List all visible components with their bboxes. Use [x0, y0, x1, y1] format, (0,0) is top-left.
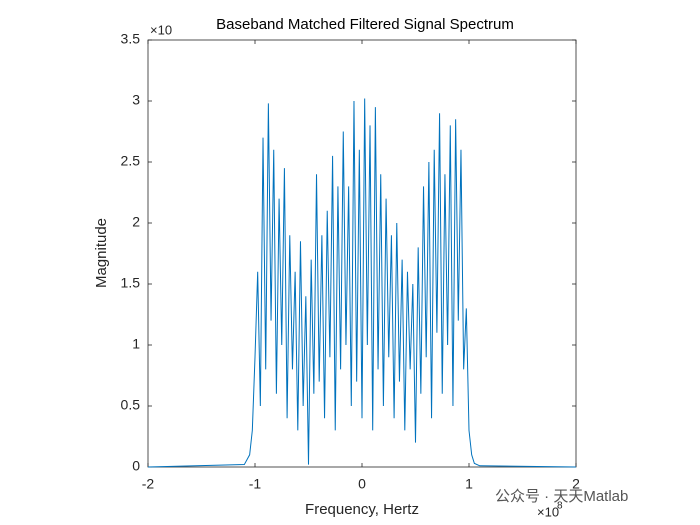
x-tick-label: 2	[572, 476, 580, 492]
y-tick-label: 2.5	[121, 153, 141, 169]
y-tick-label: 1	[132, 336, 140, 352]
x-multiplier: ×10	[537, 504, 559, 519]
x-exponent: 8	[557, 501, 563, 512]
y-tick-label: 0	[132, 458, 140, 474]
y-tick-label: 1.5	[121, 275, 141, 291]
chart-title: Baseband Matched Filtered Signal Spectru…	[216, 16, 514, 33]
data-line	[147, 98, 577, 468]
x-tick-label: 0	[358, 476, 366, 492]
x-axis-label: Frequency, Hertz	[305, 501, 419, 518]
x-tick-label: -2	[142, 476, 155, 492]
x-tick-label: -1	[249, 476, 262, 492]
y-tick-label: 3.5	[121, 31, 141, 47]
y-multiplier: ×10	[150, 22, 172, 37]
y-tick-label: 0.5	[121, 397, 141, 413]
watermark: 公众号 · 天天Matlab	[495, 488, 628, 505]
x-tick-label: 1	[465, 476, 473, 492]
y-axis-label: Magnitude	[93, 218, 110, 288]
y-tick-label: 3	[132, 92, 140, 108]
y-tick-label: 2	[132, 214, 140, 230]
